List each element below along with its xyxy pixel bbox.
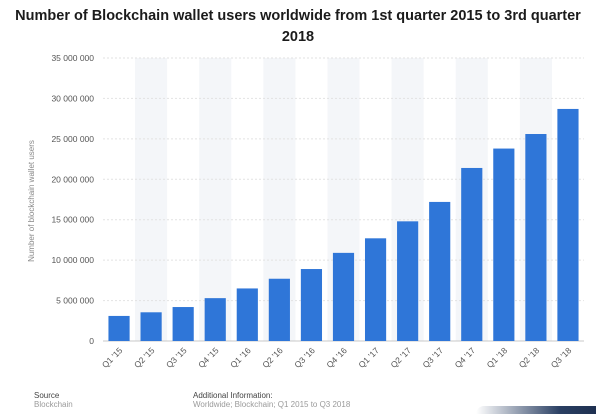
y-tick-label: 15 000 000: [51, 215, 94, 225]
y-tick-label: 10 000 000: [51, 255, 94, 265]
additional-info-block: Additional Information: Worldwide; Block…: [193, 391, 350, 409]
bar[interactable]: [108, 315, 130, 341]
x-tick-label: Q4 '16: [324, 345, 349, 370]
column-band: [135, 58, 168, 341]
y-tick-label: 25 000 000: [51, 134, 94, 144]
x-tick-label: Q3 '15: [164, 345, 189, 370]
x-tick-label: Q2 '18: [517, 345, 542, 370]
column-band: [199, 58, 232, 341]
chart-title: Number of Blockchain wallet users worldw…: [15, 8, 581, 45]
x-tick-label: Q2 '15: [132, 345, 157, 370]
bar[interactable]: [204, 298, 226, 341]
y-tick-label: 35 000 000: [51, 53, 94, 63]
additional-info-label: Additional Information:: [193, 391, 273, 400]
bar[interactable]: [525, 134, 547, 341]
bar[interactable]: [461, 167, 483, 341]
x-tick-label: Q1 '15: [100, 345, 125, 370]
corner-decoration: [476, 406, 596, 414]
bar[interactable]: [332, 252, 355, 341]
x-tick-label: Q1 '16: [228, 345, 253, 370]
source-label: Source: [34, 391, 60, 400]
bar[interactable]: [268, 278, 290, 341]
bar[interactable]: [172, 307, 194, 341]
x-tick-label: Q2 '17: [388, 345, 413, 370]
x-tick-label: Q1 '18: [485, 345, 510, 370]
bar[interactable]: [364, 238, 387, 341]
bar[interactable]: [493, 148, 515, 341]
bar[interactable]: [140, 312, 162, 341]
source-value: Blockchain: [34, 400, 73, 409]
y-tick-label: 30 000 000: [51, 93, 94, 103]
bar[interactable]: [557, 108, 579, 341]
y-tick-label: 0: [89, 336, 94, 346]
y-axis-label: Number of blockchain wallet users: [27, 140, 36, 262]
bar[interactable]: [300, 269, 323, 341]
bar[interactable]: [429, 201, 451, 341]
source-block: Source Blockchain: [34, 391, 73, 409]
y-tick-label: 20 000 000: [51, 174, 94, 184]
y-tick-labels: 0 5 000 000 10 000 000 15 000 000 20 000 000…: [51, 53, 94, 346]
additional-info-value: Worldwide; Blockchain; Q1 2015 to Q3 201…: [193, 400, 351, 409]
bars: [108, 108, 579, 341]
bar[interactable]: [236, 288, 258, 341]
x-tick-label: Q4 '15: [196, 345, 221, 370]
x-tick-labels: Q1 '15 Q2 '15 Q3 '15 Q4 '15 Q1 '16 Q2 '16 Q3 '…: [100, 345, 574, 370]
x-tick-label: Q3 '18: [549, 345, 574, 370]
y-tick-label: 5 000 000: [56, 296, 94, 306]
x-tick-label: Q3 '16: [292, 345, 317, 370]
x-tick-label: Q2 '16: [260, 345, 285, 370]
x-tick-label: Q3 '17: [421, 345, 446, 370]
x-tick-label: Q1 '17: [356, 345, 381, 370]
bar[interactable]: [397, 221, 419, 341]
x-tick-label: Q4 '17: [453, 345, 478, 370]
